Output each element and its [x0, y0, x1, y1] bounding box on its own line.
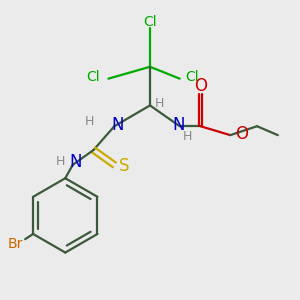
Text: O: O — [194, 77, 207, 95]
Text: S: S — [119, 157, 129, 175]
Text: N: N — [69, 153, 82, 171]
Text: H: H — [182, 130, 192, 143]
Text: Cl: Cl — [143, 15, 157, 29]
Text: H: H — [154, 98, 164, 110]
Text: N: N — [172, 116, 184, 134]
Text: Cl: Cl — [86, 70, 100, 84]
Text: Cl: Cl — [186, 70, 199, 84]
Text: H: H — [84, 115, 94, 128]
Text: H: H — [56, 155, 65, 168]
Text: O: O — [235, 125, 248, 143]
Text: N: N — [111, 116, 124, 134]
Text: Br: Br — [7, 237, 23, 250]
